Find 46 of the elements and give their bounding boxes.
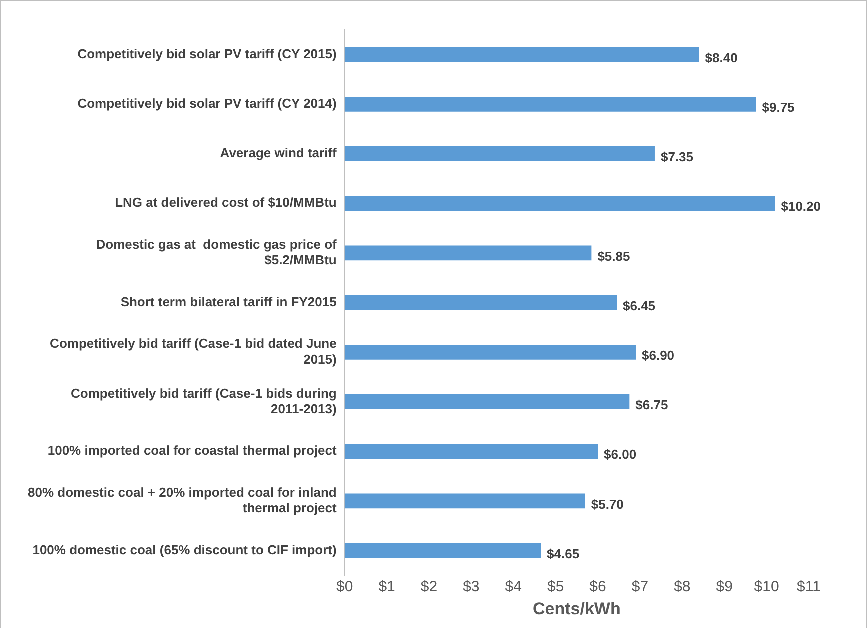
x-tick-label: $6 <box>590 578 606 596</box>
x-tick-label: $2 <box>420 578 438 596</box>
data-label: $4.65 <box>547 546 580 562</box>
y-tick-label: LNG at delivered cost of $10/MMBtu <box>115 195 337 210</box>
bar <box>344 394 630 410</box>
x-tick-label: $4 <box>505 578 522 596</box>
bar <box>344 246 592 261</box>
data-label: $7.35 <box>660 150 694 165</box>
x-axis-title: Cents/kWh <box>533 599 621 618</box>
x-tick-label: $10 <box>754 578 780 596</box>
x-tick-label: $9 <box>716 578 733 596</box>
data-label: $5.85 <box>598 248 630 264</box>
y-tick-label: 80% domestic coal + 20% imported coal for inland thermal project <box>28 484 338 516</box>
y-tick-label: 100% imported coal for coastal thermal project <box>48 443 338 458</box>
bar <box>344 47 700 62</box>
x-tick-label: $8 <box>674 578 691 596</box>
x-tick-label: $3 <box>463 578 480 596</box>
data-label: $6.90 <box>642 348 675 363</box>
x-tick-label: $7 <box>632 578 649 596</box>
data-label: $5.70 <box>591 496 624 512</box>
data-label: $6.45 <box>623 298 656 314</box>
x-tick-label: $11 <box>797 578 821 596</box>
bar <box>344 494 586 509</box>
x-tick-label: $0 <box>336 578 354 596</box>
bar <box>344 444 598 460</box>
y-tick-label: Short term bilateral tariff in FY2015 <box>120 294 337 310</box>
x-tick-label: $1 <box>378 578 396 596</box>
bar <box>344 146 655 162</box>
y-tick-label: Domestic gas at domestic gas price of $5.2/MMBtu <box>96 236 338 268</box>
y-tick-label: Competitively bid tariff (Case-1 bids during 2011-2013) <box>71 386 337 416</box>
data-label: $8.40 <box>705 50 738 66</box>
data-label: $10.20 <box>781 199 822 214</box>
x-tick-label: $5 <box>547 578 564 596</box>
bar <box>344 295 618 310</box>
bar <box>344 344 636 360</box>
data-label: $6.00 <box>604 447 637 462</box>
y-tick-label: Competitively bid solar PV tariff (CY 2014) <box>78 96 337 111</box>
y-tick-label: Competitively bid solar PV tariff (CY 2015) <box>78 46 337 62</box>
bar <box>344 543 542 558</box>
y-tick-label: Average wind tariff <box>220 146 338 161</box>
data-label: $9.75 <box>762 100 795 115</box>
bar <box>344 196 776 212</box>
y-tick-label: 100% domestic coal (65% discount to CIF import) <box>32 542 337 558</box>
y-tick-label: Competitively bid tariff (Case-1 bid dated June 2015) <box>50 336 337 367</box>
bar <box>344 96 756 112</box>
data-label: $6.75 <box>636 398 668 413</box>
